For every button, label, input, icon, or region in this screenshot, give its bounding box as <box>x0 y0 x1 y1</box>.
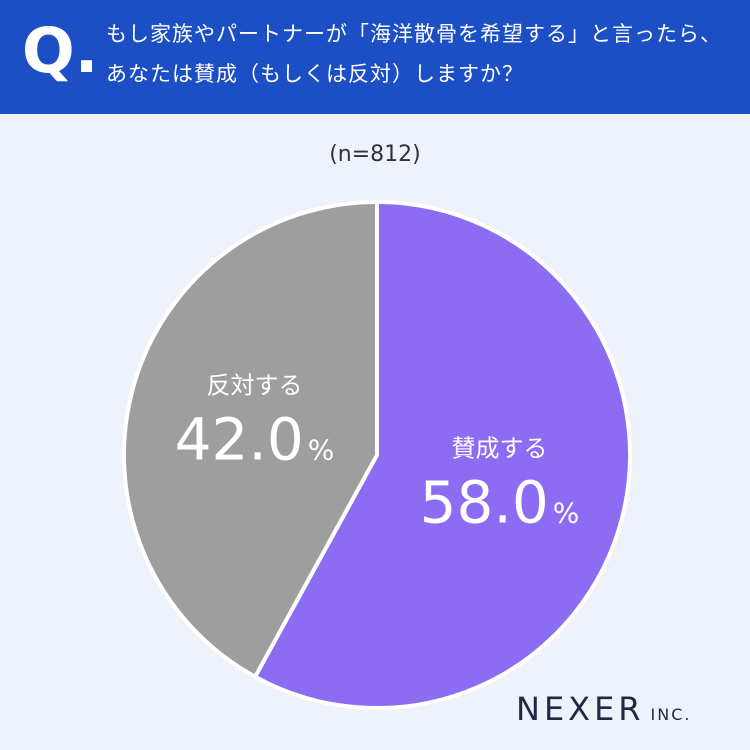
pie-slice-1 <box>122 200 379 679</box>
question-text: もし家族やパートナーが「海洋散骨を希望する」と言ったら、あなたは賛成（もしくは反… <box>106 22 722 86</box>
slice-category-label: 反対する <box>206 372 302 400</box>
q-mark: Q. <box>22 14 99 87</box>
nexer-logo: NEXER INC. <box>516 690 691 728</box>
question-header: Q. もし家族やパートナーが「海洋散骨を希望する」と言ったら、あなたは賛成（もし… <box>0 0 750 114</box>
slice-value-label: 42.0% <box>175 406 335 474</box>
sample-size-label: (n=812) <box>329 142 421 167</box>
logo-name: NEXER <box>516 690 645 728</box>
pie-slice-0 <box>253 200 632 710</box>
logo-suffix: INC. <box>650 705 692 724</box>
slice-value-label: 58.0% <box>420 468 580 536</box>
slice-label-0: 賛成する 58.0% <box>420 434 580 536</box>
slice-label-1: 反対する 42.0% <box>175 372 335 474</box>
slice-category-label: 賛成する <box>452 434 548 462</box>
